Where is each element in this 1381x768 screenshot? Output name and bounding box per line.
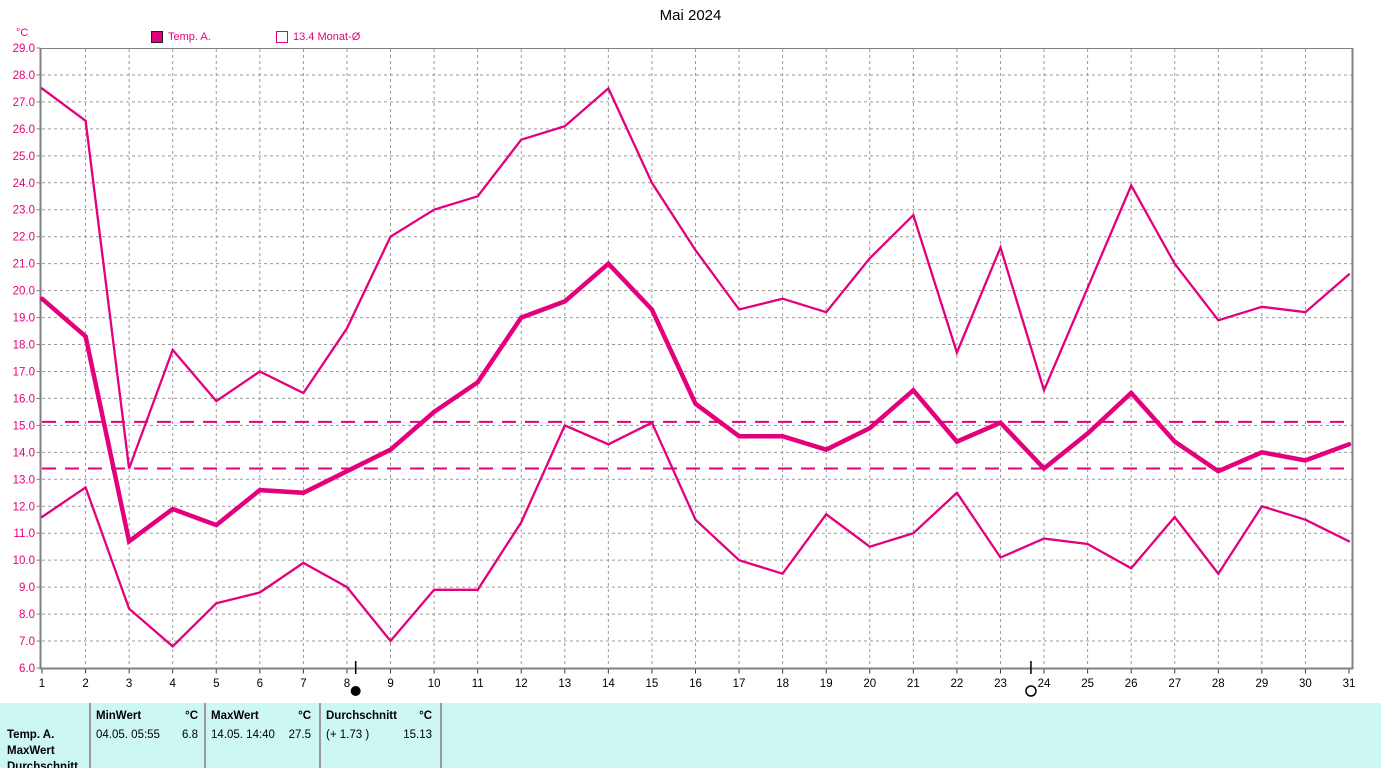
- column-unit: °C: [419, 710, 432, 722]
- y-axis-unit-label: °C: [16, 27, 29, 39]
- svg-text:14.0: 14.0: [13, 447, 35, 459]
- svg-text:15.0: 15.0: [13, 420, 35, 432]
- svg-text:7: 7: [300, 678, 306, 690]
- svg-text:25.0: 25.0: [13, 151, 35, 163]
- avg-value: 15.13: [403, 729, 432, 741]
- column-unit: °C: [185, 710, 198, 722]
- svg-text:24.0: 24.0: [13, 178, 35, 190]
- min-datetime: 04.05. 05:55: [96, 729, 160, 741]
- svg-text:21.0: 21.0: [13, 259, 35, 271]
- svg-text:10.0: 10.0: [13, 555, 35, 567]
- legend-label: Temp. A.: [168, 31, 211, 43]
- table-row-labels-column: Temp. A. MaxWert Durchschnitt: [7, 703, 85, 768]
- full-moon-icon: [1025, 685, 1037, 697]
- series-line: [39, 260, 1352, 546]
- statistics-table: Temp. A. MaxWert Durchschnitt MinWert °C…: [0, 703, 1381, 768]
- svg-text:17: 17: [733, 678, 746, 690]
- svg-text:17.0: 17.0: [13, 366, 35, 378]
- svg-text:3: 3: [126, 678, 132, 690]
- svg-text:22: 22: [951, 678, 964, 690]
- series-line: [40, 421, 1351, 648]
- new-moon-icon: [350, 686, 361, 696]
- svg-text:26: 26: [1125, 678, 1138, 690]
- svg-text:23: 23: [994, 678, 1007, 690]
- svg-text:12.0: 12.0: [13, 501, 35, 513]
- svg-text:2: 2: [82, 678, 88, 690]
- svg-text:4: 4: [169, 678, 176, 690]
- svg-text:16.0: 16.0: [13, 393, 35, 405]
- table-separator: [319, 703, 321, 768]
- svg-text:19: 19: [820, 678, 833, 690]
- svg-text:8: 8: [344, 678, 350, 690]
- svg-text:1: 1: [39, 678, 45, 690]
- gridlines: [42, 49, 1352, 667]
- table-column-maxwert: MaxWert °C 14.05. 14:40 27.5: [211, 703, 311, 768]
- table-separator: [204, 703, 206, 768]
- table-column-minwert: MinWert °C 04.05. 05:55 6.8: [96, 703, 198, 768]
- svg-text:18.0: 18.0: [13, 340, 35, 352]
- page-title: Mai 2024: [659, 7, 722, 24]
- column-header: MinWert: [96, 710, 142, 722]
- svg-text:6.0: 6.0: [19, 663, 35, 675]
- plot-frame: [39, 48, 1354, 670]
- legend-item-monat-avg: 13.4 Monat-Ø: [276, 30, 360, 44]
- y-axis-labels: 6.0 7.0 8.0 9.0 10.0 11.0 12.0 13.0 14.0 15.0 16.0…: [13, 43, 41, 675]
- svg-text:8.0: 8.0: [19, 609, 35, 621]
- svg-text:27: 27: [1168, 678, 1181, 690]
- svg-text:28: 28: [1212, 678, 1225, 690]
- svg-text:14: 14: [602, 678, 615, 690]
- avg-deviation: (+ 1.73 ): [326, 729, 370, 741]
- svg-text:9.0: 9.0: [19, 582, 35, 594]
- table-separator: [89, 703, 91, 768]
- svg-text:24: 24: [1038, 678, 1051, 690]
- svg-text:5: 5: [213, 678, 219, 690]
- svg-text:16: 16: [689, 678, 702, 690]
- svg-text:15: 15: [646, 678, 659, 690]
- svg-text:10: 10: [428, 678, 441, 690]
- svg-text:29: 29: [1255, 678, 1268, 690]
- max-value: 27.5: [288, 729, 311, 741]
- x-axis-labels: 1 2 3 4 5 6 7 8 9 10 11 12 13 14 15 16 17 18 19 20 21 22 23 24 2…: [39, 669, 1356, 690]
- svg-text:19.0: 19.0: [13, 313, 35, 325]
- svg-text:7.0: 7.0: [19, 636, 35, 648]
- svg-text:25: 25: [1081, 678, 1094, 690]
- svg-text:6: 6: [257, 678, 263, 690]
- svg-text:11.0: 11.0: [13, 528, 35, 540]
- svg-text:13: 13: [558, 678, 571, 690]
- svg-text:28.0: 28.0: [13, 70, 35, 82]
- svg-text:20: 20: [863, 678, 876, 690]
- filled-square-icon: [151, 31, 163, 43]
- row-label: Temp. A.: [7, 729, 55, 741]
- column-unit: °C: [298, 710, 311, 722]
- svg-text:29.0: 29.0: [13, 43, 35, 55]
- table-column-durchschnitt: Durchschnitt °C (+ 1.73 ) 15.13: [326, 703, 432, 768]
- min-value: 6.8: [182, 729, 198, 741]
- svg-text:20.0: 20.0: [13, 286, 35, 298]
- svg-text:30: 30: [1299, 678, 1312, 690]
- svg-text:12: 12: [515, 678, 528, 690]
- open-square-icon: [276, 31, 288, 43]
- svg-text:9: 9: [387, 678, 393, 690]
- svg-text:21: 21: [907, 678, 920, 690]
- row-label: MaxWert: [7, 745, 55, 757]
- svg-text:13.0: 13.0: [13, 474, 35, 486]
- legend-item-temp-a: Temp. A.: [151, 30, 211, 44]
- svg-text:31: 31: [1343, 678, 1356, 690]
- table-separator: [440, 703, 442, 768]
- column-header: MaxWert: [211, 710, 259, 722]
- max-datetime: 14.05. 14:40: [211, 729, 275, 741]
- column-header: Durchschnitt: [326, 710, 397, 722]
- series-line: [40, 86, 1351, 469]
- svg-text:22.0: 22.0: [13, 232, 35, 244]
- svg-text:23.0: 23.0: [13, 205, 35, 217]
- svg-text:27.0: 27.0: [13, 97, 35, 109]
- row-label: Durchschnitt: [7, 761, 78, 768]
- temperature-line-chart: 6.0 7.0 8.0 9.0 10.0 11.0 12.0 13.0 14.0 15.0 16.0…: [13, 43, 1356, 697]
- svg-text:26.0: 26.0: [13, 124, 35, 136]
- svg-text:18: 18: [776, 678, 789, 690]
- legend-label: 13.4 Monat-Ø: [293, 31, 361, 43]
- svg-text:11: 11: [472, 678, 484, 690]
